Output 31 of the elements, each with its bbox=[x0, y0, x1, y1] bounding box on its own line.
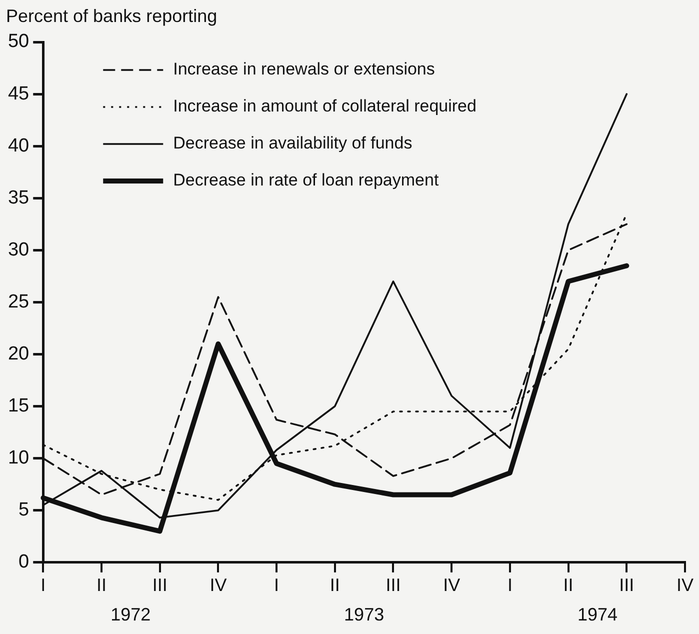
x-tick-label: III bbox=[152, 575, 168, 596]
y-tick-label: 50 bbox=[8, 31, 30, 52]
text: 1974 bbox=[577, 604, 618, 624]
y-tick-label: 10 bbox=[8, 448, 30, 469]
y-tick-label: 35 bbox=[8, 187, 30, 208]
y-tick-label: 0 bbox=[18, 552, 30, 573]
x-tick-label: IV bbox=[676, 575, 694, 596]
y-tick-label: 25 bbox=[8, 291, 30, 312]
x-tick-label: I bbox=[274, 575, 280, 596]
y-tick-label: 45 bbox=[8, 83, 30, 104]
x-tick-label: IV bbox=[443, 575, 460, 596]
x-tick-label: I bbox=[507, 575, 512, 596]
y-tick-label: 20 bbox=[8, 343, 30, 364]
x-tick-label: II bbox=[330, 575, 340, 596]
x-tick-label: III bbox=[386, 575, 401, 596]
x-tick-label: I bbox=[40, 575, 46, 596]
y-tick-label: 30 bbox=[8, 239, 30, 260]
legend-label: Increase in amount of collateral required bbox=[173, 96, 476, 116]
text: 1972 bbox=[110, 604, 151, 624]
text: 1973 bbox=[344, 604, 384, 624]
x-tick-label: IV bbox=[210, 575, 227, 596]
y-tick-label: 40 bbox=[8, 135, 30, 156]
legend-label: Increase in renewals or extensions bbox=[173, 60, 435, 79]
y-tick-label: 5 bbox=[18, 500, 30, 521]
legend-label: Decrease in availability of funds bbox=[173, 134, 412, 153]
y-tick-label: 15 bbox=[8, 396, 30, 417]
legend-label: Decrease in rate of loan repayment bbox=[173, 170, 439, 190]
x-tick-label: II bbox=[563, 575, 574, 596]
y-axis-title: Percent of banks reporting bbox=[6, 6, 218, 26]
x-tick-label: III bbox=[619, 575, 634, 596]
x-tick-label: II bbox=[96, 575, 106, 596]
